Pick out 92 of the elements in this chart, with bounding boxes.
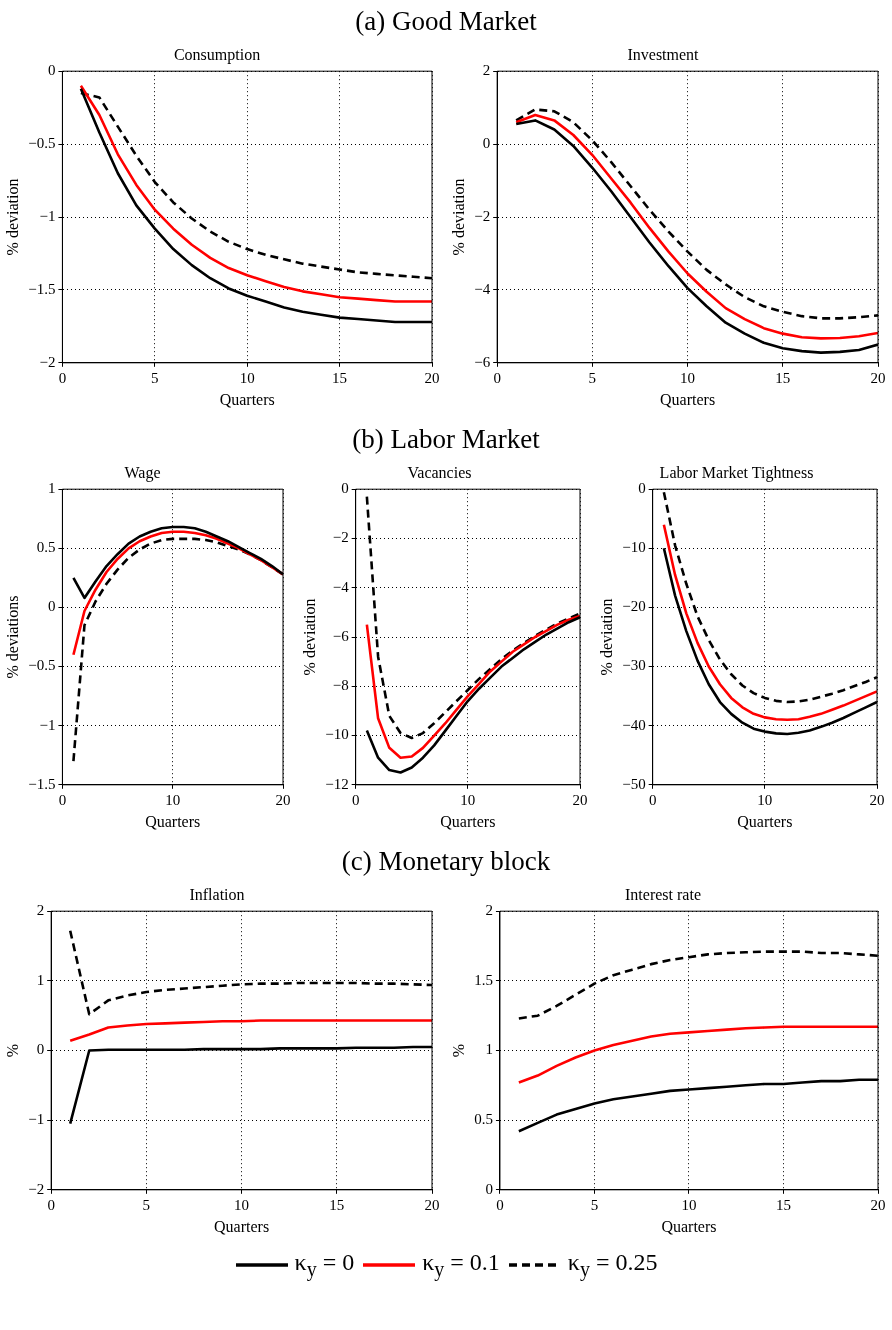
x-tick-label: 5: [142, 1196, 151, 1213]
y-tick-label: 0: [47, 598, 56, 615]
x-axis-title: Quarters: [145, 812, 201, 830]
y-tick-label: −6: [474, 353, 491, 370]
y-tick-label: 1: [485, 1041, 493, 1058]
y-axis-title: % deviation: [300, 598, 318, 676]
y-tick-label: −1: [28, 1111, 45, 1128]
y-tick-label: −0.5: [28, 135, 56, 152]
y-tick-label: −1.5: [28, 775, 56, 792]
y-tick-label: 0.5: [474, 1111, 493, 1128]
x-axis-title: Quarters: [440, 812, 496, 830]
text: (b) Labor Market: [351, 423, 541, 456]
y-tick-label: −1: [39, 716, 56, 733]
y-tick-label: −4: [474, 280, 491, 297]
y-tick-label: −6: [332, 627, 350, 644]
x-tick-label: 10: [460, 791, 476, 808]
y-tick-label: −2: [474, 207, 491, 224]
x-tick-label: 0: [648, 791, 657, 808]
y-tick-label: 1: [47, 480, 56, 497]
chart-title: Consumption: [173, 45, 261, 64]
y-tick-label: −20: [622, 598, 646, 615]
y-tick-label: −30: [622, 657, 646, 674]
x-tick-label: 10: [234, 1196, 250, 1213]
legend-label: κ$_{y}$ = 0: [294, 1249, 355, 1281]
y-tick-label: −10: [622, 539, 646, 556]
y-tick-label: −2: [39, 353, 56, 370]
x-axis-title: Quarters: [219, 390, 275, 408]
y-tick-label: 2: [485, 902, 493, 919]
y-tick-label: 2: [482, 62, 491, 79]
y-tick-label: −10: [325, 726, 349, 743]
x-tick-label: 15: [775, 369, 791, 386]
y-tick-label: −1.5: [28, 280, 56, 297]
x-tick-label: 20: [572, 791, 588, 808]
chart-title: Vacancies: [407, 463, 472, 481]
chart-title: Inflation: [189, 885, 245, 903]
y-axis-title: % deviations: [3, 595, 21, 679]
y-tick-label: 1: [36, 971, 45, 988]
text: (a) Good Market: [354, 5, 538, 38]
x-tick-label: 5: [151, 369, 159, 386]
y-tick-label: 0.5: [36, 539, 56, 556]
chart-title: Labor Market Tightness: [659, 463, 814, 482]
y-tick-label: 0: [47, 62, 56, 79]
y-tick-label: 0: [341, 480, 349, 497]
x-tick-label: 0: [58, 369, 67, 386]
x-tick-label: 5: [590, 1196, 599, 1213]
x-tick-label: 20: [424, 1196, 440, 1213]
y-axis-title: %: [449, 1043, 467, 1058]
x-tick-label: 10: [239, 369, 255, 386]
x-tick-label: 10: [681, 1196, 697, 1213]
x-tick-label: 20: [424, 369, 440, 386]
x-axis-title: Quarters: [737, 812, 793, 830]
chart-title: Investment: [627, 45, 700, 63]
chart-title: Interest rate: [625, 885, 701, 903]
x-tick-label: 20: [870, 1196, 886, 1213]
x-tick-label: 10: [165, 791, 181, 808]
y-tick-label: −12: [325, 775, 349, 792]
x-tick-label: 20: [869, 791, 885, 808]
y-axis-title: %: [3, 1043, 21, 1058]
y-tick-label: 2: [36, 902, 45, 919]
x-tick-label: 0: [496, 1196, 504, 1213]
x-tick-label: 20: [275, 791, 291, 808]
y-tick-label: −50: [622, 775, 646, 792]
y-tick-label: −1: [39, 207, 56, 224]
x-tick-label: 0: [58, 791, 67, 808]
x-tick-label: 15: [332, 369, 348, 386]
x-tick-label: 5: [588, 369, 597, 386]
y-tick-label: −2: [28, 1180, 45, 1197]
y-tick-label: 1.5: [474, 971, 493, 988]
y-tick-label: −0.5: [28, 657, 56, 674]
x-tick-label: 15: [775, 1196, 791, 1213]
text: (c) Monetary block: [340, 845, 552, 878]
y-tick-label: 0: [638, 480, 646, 497]
chart-title: Wage: [124, 463, 161, 482]
y-tick-label: −4: [332, 578, 350, 595]
x-tick-label: 10: [757, 791, 773, 808]
y-tick-label: 0: [482, 135, 491, 152]
y-axis-title: % deviation: [449, 178, 467, 256]
x-tick-label: 15: [329, 1196, 345, 1213]
legend-label: κ$_{y}$ = 0.25: [567, 1249, 658, 1281]
x-tick-label: 10: [680, 369, 696, 386]
x-axis-title: Quarters: [661, 1217, 717, 1235]
y-tick-label: −40: [622, 716, 646, 733]
x-tick-label: 20: [870, 369, 886, 386]
x-axis-title: Quarters: [660, 390, 716, 408]
y-tick-label: −2: [332, 529, 349, 546]
y-tick-label: 0: [485, 1180, 493, 1197]
x-axis-title: Quarters: [214, 1217, 270, 1235]
y-axis-title: % deviation: [597, 598, 615, 676]
y-axis-title: % deviation: [3, 178, 21, 256]
legend-label: κ$_{y}$ = 0.1: [422, 1249, 500, 1281]
y-tick-label: −8: [332, 677, 349, 694]
y-tick-label: 0: [36, 1041, 45, 1058]
